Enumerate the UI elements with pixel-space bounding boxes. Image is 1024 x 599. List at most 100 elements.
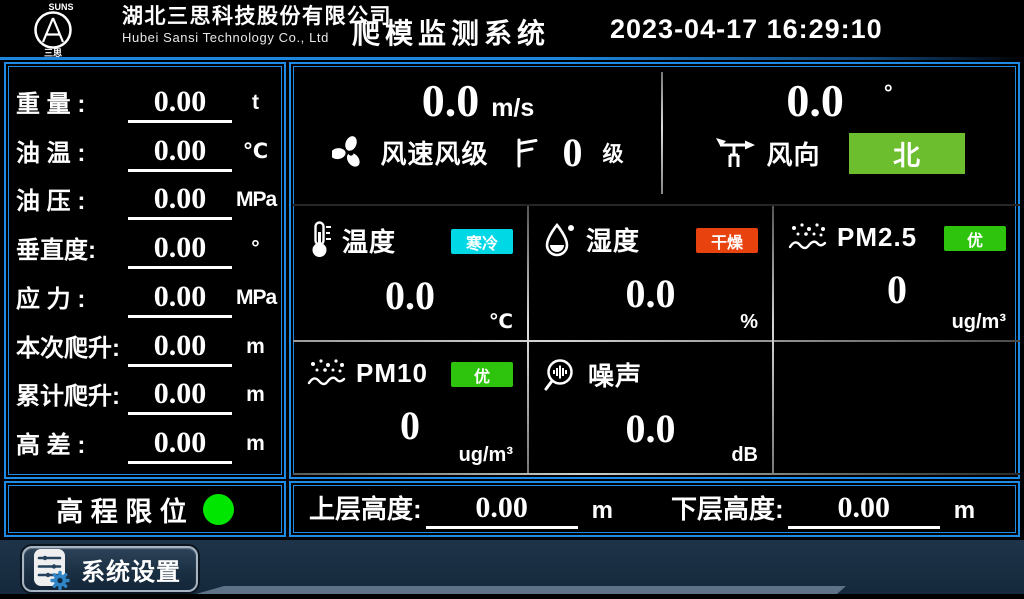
pm10-status-badge: 优	[451, 362, 513, 387]
upper-height-group: 上层高度: 0.00 m	[309, 489, 613, 529]
env-cell-empty	[776, 344, 1018, 471]
env-cell-value: 0	[400, 403, 420, 448]
wind-direction-unit: °	[883, 80, 893, 105]
env-cell-label: PM2.5	[837, 221, 918, 252]
row-unit: m	[246, 383, 265, 407]
row-label: 垂直度:	[16, 237, 96, 265]
row-unit: ℃	[242, 139, 268, 163]
droplet-icon	[545, 222, 574, 257]
gear-icon	[50, 570, 70, 591]
wind-section-divider	[661, 72, 663, 194]
grid-line	[293, 204, 1020, 206]
measurement-row-total-climb: 累计爬升: 0.00 m	[16, 371, 274, 416]
env-cell-pm10: PM10 优 0 ug/m³	[295, 344, 525, 471]
upper-height-unit: m	[591, 497, 614, 524]
env-cell-humidity: 湿度 干燥 0.0 %	[531, 208, 770, 338]
elevation-limit-panel: 高 程 限 位	[4, 481, 286, 537]
wind-level-unit: 级	[602, 142, 624, 166]
grid-line	[527, 206, 529, 473]
env-cell-pm25: PM2.5 优 0 ug/m³	[776, 208, 1018, 338]
upper-height-value: 0.00	[425, 493, 578, 529]
grid-line	[293, 473, 1020, 475]
logo-top-text: SUNS	[48, 2, 73, 12]
system-settings-button[interactable]: 系统设置	[22, 546, 198, 592]
wind-level-flag-icon	[517, 138, 537, 168]
measurement-row-stress: 应 力 : 0.00 MPa	[16, 274, 277, 318]
logo-bottom-text: 三思	[44, 48, 62, 57]
wind-direction-label: 风向	[766, 139, 821, 170]
wind-direction-value: 0.0	[786, 75, 844, 126]
upper-height-label: 上层高度:	[309, 494, 422, 524]
env-cell-label: 湿度	[586, 225, 641, 256]
row-value: 0.00	[128, 330, 232, 367]
wind-speed-section: 0.0 m/s 风速风级 0 级	[295, 68, 661, 202]
settings-button-label: 系统设置	[81, 558, 181, 586]
row-unit: t	[252, 90, 259, 114]
wind-direction-badge: 北	[848, 132, 965, 174]
measurement-row-current-climb: 本次爬升: 0.00 m	[16, 323, 274, 367]
wind-speed-label: 风速风级	[380, 139, 489, 170]
wind-level-value: 0	[562, 129, 583, 175]
row-label: 应 力 :	[16, 285, 86, 313]
row-label: 油 温 :	[16, 139, 86, 167]
row-label: 本次爬升:	[16, 334, 120, 362]
datetime-display: 2023-04-17 16:29:10	[610, 14, 883, 44]
dust-icon	[307, 359, 346, 386]
humidity-status-badge: 干燥	[696, 228, 758, 253]
env-cell-value: 0.0	[625, 406, 676, 451]
row-value: 0.00	[128, 281, 232, 318]
lower-height-value: 0.00	[787, 493, 940, 529]
wind-speed-unit: m/s	[491, 94, 535, 122]
env-cell-unit: %	[740, 311, 758, 333]
row-label: 重 量 :	[16, 90, 86, 118]
measurement-row-weight: 重 量 : 0.00 t	[16, 79, 274, 123]
temperature-status-badge: 寒冷	[451, 229, 513, 254]
env-cell-label: PM10	[356, 357, 428, 388]
row-value: 0.00	[128, 86, 232, 123]
row-label: 高 差 :	[16, 432, 86, 460]
fan-icon	[332, 135, 361, 167]
lower-height-label: 下层高度:	[671, 494, 784, 524]
row-label: 累计爬升:	[16, 383, 120, 411]
row-value: 0.00	[128, 379, 232, 416]
row-unit: m	[246, 432, 265, 456]
pm25-status-badge: 优	[944, 226, 1006, 251]
measurement-row-oil-temp: 油 温 : 0.00 ℃	[16, 128, 274, 172]
row-unit: m	[246, 334, 265, 358]
env-cell-value: 0.0	[385, 273, 435, 318]
layer-heights-panel: 上层高度: 0.00 m 下层高度: 0.00 m	[289, 481, 1020, 537]
env-cell-value: 0	[887, 267, 907, 312]
row-label: 油 压 :	[16, 188, 86, 216]
company-name-block: 湖北三思科技股份有限公司 Hubei Sansi Technology Co.,…	[122, 5, 392, 46]
wind-speed-value: 0.0	[421, 75, 480, 126]
row-value: 0.00	[128, 428, 232, 465]
row-value: 0.00	[128, 135, 232, 172]
company-name-en: Hubei Sansi Technology Co., Ltd	[122, 30, 329, 46]
thermometer-icon	[312, 221, 331, 257]
measurement-row-oil-pressure: 油 压 : 0.00 MPa	[16, 176, 277, 221]
env-grid: 温度 寒冷 0.0 ℃ 湿度 干燥 0.0 %	[293, 204, 1020, 479]
company-logo-icon: SUNS 三思	[34, 2, 74, 57]
dust-icon	[788, 223, 827, 250]
page-title: 爬模监测系统	[352, 18, 551, 49]
lower-height-group: 下层高度: 0.00 m	[671, 489, 975, 529]
elevation-limit-label: 高 程 限 位	[56, 496, 187, 527]
env-cell-temperature: 温度 寒冷 0.0 ℃	[295, 208, 525, 338]
row-unit: MPa	[236, 285, 277, 309]
environment-panel: 0.0 m/s 风速风级 0 级	[289, 62, 1020, 479]
wind-direction-section: 0.0 ° 风向 北	[665, 68, 1014, 202]
lower-height-unit: m	[953, 497, 976, 524]
env-cell-unit: dB	[731, 444, 758, 466]
env-cell-value: 0.0	[625, 271, 676, 316]
row-value: 0.00	[128, 233, 232, 270]
measurement-row-height-diff: 高 差 : 0.00 m	[16, 420, 274, 465]
grid-line	[772, 206, 774, 473]
elevation-limit-status-light	[202, 493, 234, 525]
env-cell-noise: 噪声 0.0 dB	[531, 344, 770, 471]
header-divider	[0, 57, 1024, 60]
taskbar-accent-stripe	[196, 586, 846, 594]
measurement-row-verticality: 垂直度: 0.00 °	[16, 225, 274, 270]
wind-vane-icon	[716, 138, 756, 168]
settings-sliders-icon	[34, 549, 70, 591]
